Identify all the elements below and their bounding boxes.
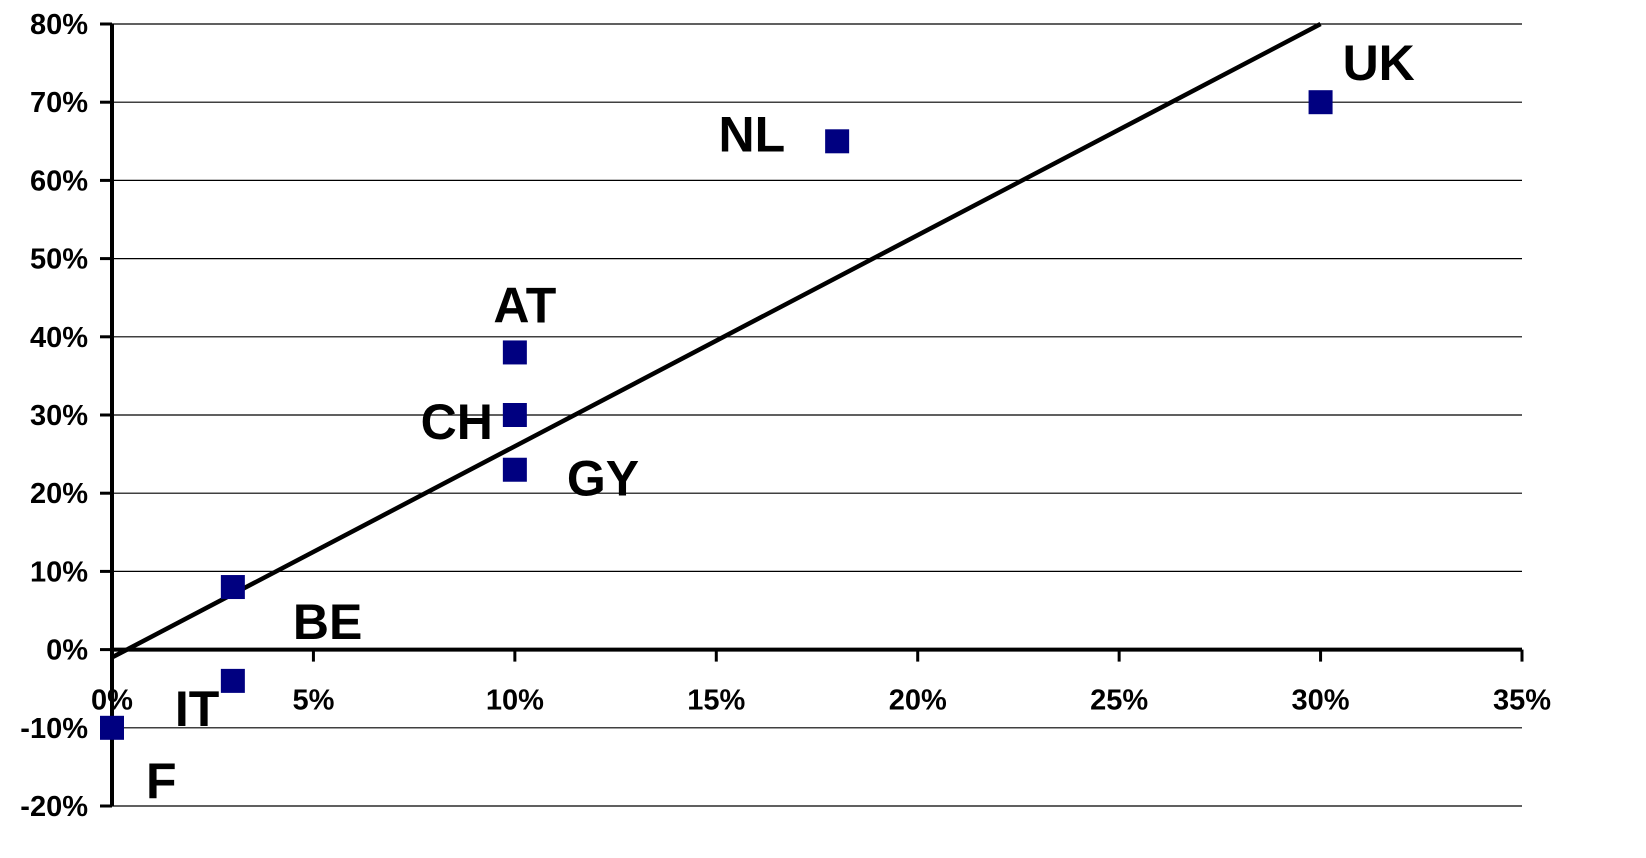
- y-tick-label-8: 60%: [30, 165, 88, 197]
- trendline: [110, 22, 1322, 660]
- data-point-f: [100, 715, 124, 740]
- y-tick-label-0: -20%: [20, 791, 88, 823]
- x-tick-label-0: 0%: [91, 685, 133, 717]
- x-tick-label-5: 25%: [1090, 685, 1148, 717]
- point-label-uk: UK: [1343, 35, 1415, 91]
- data-point-nl: [825, 129, 850, 154]
- x-tick-label-2: 10%: [486, 685, 544, 717]
- point-label-at: AT: [493, 277, 556, 333]
- data-point-at: [502, 340, 527, 365]
- point-labels: UK NL AT CH GY BE IT F: [146, 35, 1415, 809]
- data-point-ch: [502, 403, 527, 427]
- x-tick-label-6: 30%: [1292, 685, 1350, 717]
- y-tick-label-9: 70%: [30, 87, 88, 119]
- point-label-f: F: [146, 753, 177, 809]
- x-tick-label-1: 5%: [292, 685, 334, 717]
- data-point-uk: [1308, 90, 1333, 115]
- point-label-it: IT: [175, 681, 219, 737]
- y-axis-tick-labels: -20% -10% 0% 10% 20% 30% 40% 50% 60% 70% 80%: [20, 9, 88, 823]
- data-point-gy: [502, 457, 527, 482]
- trendline-group: [110, 22, 1322, 660]
- y-tick-label-10: 80%: [30, 9, 88, 41]
- y-tick-label-5: 30%: [30, 400, 88, 432]
- y-tick-label-2: 0%: [46, 635, 88, 667]
- data-point-it: [220, 668, 245, 693]
- point-label-ch: CH: [421, 394, 493, 450]
- data-points: [100, 90, 1333, 740]
- x-tick-label-7: 35%: [1493, 685, 1551, 717]
- y-tick-label-3: 10%: [30, 556, 88, 588]
- y-tick-label-7: 50%: [30, 244, 88, 276]
- y-tick-label-4: 20%: [30, 478, 88, 510]
- x-tick-label-3: 15%: [687, 685, 745, 717]
- y-tick-label-1: -10%: [20, 713, 88, 745]
- point-label-nl: NL: [718, 106, 785, 162]
- x-tick-label-4: 20%: [889, 685, 947, 717]
- y-tick-label-6: 40%: [30, 322, 88, 354]
- point-label-be: BE: [293, 594, 362, 650]
- point-label-gy: GY: [567, 451, 639, 507]
- data-point-be: [220, 575, 245, 600]
- x-axis-tick-labels: 0% 5% 10% 15% 20% 25% 30% 35%: [91, 685, 1551, 717]
